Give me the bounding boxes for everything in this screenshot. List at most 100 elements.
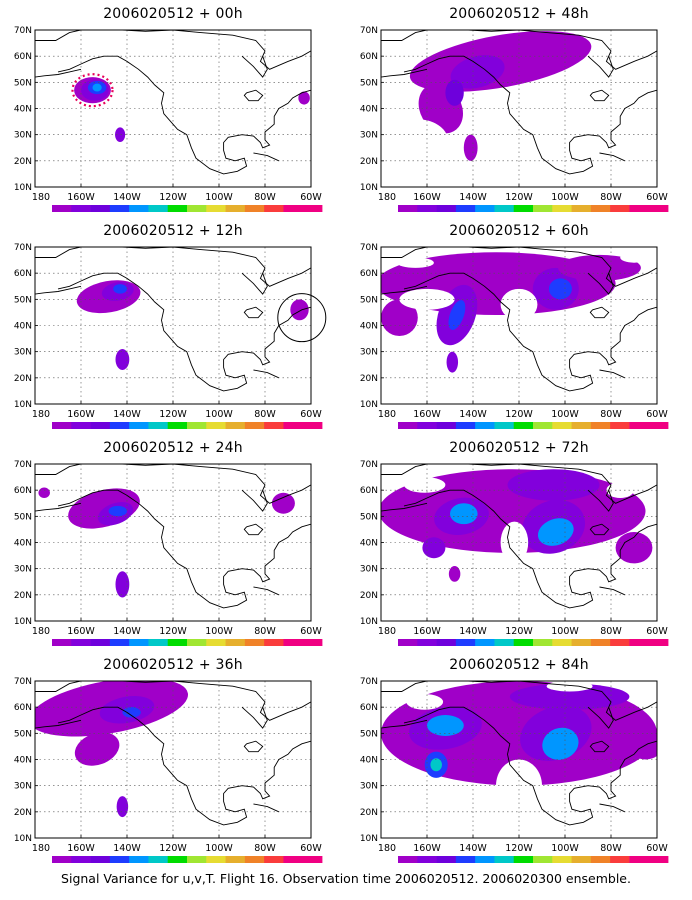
map-48h: 10N 20N 30N 40N 50N 60N 70N 180 160W 140W 120W 100W… bbox=[360, 26, 669, 215]
lon-label: 60W bbox=[300, 409, 322, 420]
colorbar-label: 6.3 bbox=[508, 865, 519, 866]
panel-title: 2006020512 + 24h bbox=[103, 440, 243, 456]
colorbar-swatch bbox=[629, 639, 650, 646]
variance-contour bbox=[450, 55, 505, 89]
lon-label: 120W bbox=[505, 409, 533, 420]
variance-contour bbox=[507, 469, 600, 501]
lat-label: 30N bbox=[14, 782, 32, 792]
panel-title: 2006020512 + 36h bbox=[103, 657, 243, 673]
colorbar-swatch bbox=[187, 422, 207, 429]
lon-label: 60W bbox=[300, 843, 322, 854]
lon-label: 60W bbox=[300, 626, 322, 637]
lat-label: 70N bbox=[14, 26, 32, 36]
colorbar-label: 6.3 bbox=[162, 648, 173, 649]
variance-contour bbox=[537, 518, 574, 546]
lat-label: 50N bbox=[14, 78, 32, 88]
colorbar-swatch bbox=[283, 205, 304, 212]
colorbar-label: 11 bbox=[567, 648, 576, 649]
lon-label: 180 bbox=[378, 626, 396, 637]
colorbar-swatch bbox=[129, 639, 149, 646]
colorbar-label: 7.5 bbox=[181, 865, 192, 866]
variance-contour bbox=[74, 732, 120, 766]
lat-label: 30N bbox=[14, 565, 32, 575]
coastline bbox=[589, 523, 610, 536]
lat-label: 40N bbox=[14, 105, 32, 115]
colorbar-label: 3.1 bbox=[450, 648, 461, 649]
lat-label: 40N bbox=[360, 539, 378, 549]
variance-contour bbox=[38, 487, 50, 499]
colorbar-swatch bbox=[398, 205, 418, 212]
colorbar-swatch bbox=[610, 422, 630, 429]
variance-contour bbox=[113, 284, 127, 294]
colorbar-swatch bbox=[436, 639, 457, 646]
lon-label: 180 bbox=[378, 409, 396, 420]
lat-label: 20N bbox=[14, 808, 32, 818]
lon-label: 160W bbox=[413, 409, 441, 420]
coastline bbox=[57, 55, 311, 175]
colorbar-label: 29 bbox=[279, 865, 288, 866]
colorbar-label: 14 bbox=[240, 431, 249, 432]
lon-label: 80W bbox=[254, 626, 276, 637]
lon-label: 100W bbox=[205, 192, 233, 203]
colorbar-label: 40 bbox=[644, 648, 653, 649]
colorbar-swatch bbox=[629, 205, 650, 212]
colorbar-label: 5.1 bbox=[489, 648, 500, 649]
coastline bbox=[35, 719, 82, 729]
lon-label: 100W bbox=[551, 626, 579, 637]
lon-label: 80W bbox=[600, 626, 622, 637]
variance-contour bbox=[558, 254, 641, 282]
colorbar-swatch bbox=[571, 422, 592, 429]
coastline bbox=[589, 740, 610, 753]
lat-label: 50N bbox=[14, 729, 32, 739]
colorbar-label: 4 bbox=[127, 648, 132, 649]
colorbar-label: 5.1 bbox=[143, 431, 154, 432]
lat-label: 20N bbox=[360, 157, 378, 167]
clear-area bbox=[383, 118, 448, 161]
colorbar-swatch bbox=[71, 856, 91, 863]
colorbar-label: 2.2 bbox=[85, 648, 96, 649]
coastline bbox=[253, 369, 279, 379]
colorbar-swatch bbox=[455, 639, 476, 646]
colorbar-swatch bbox=[648, 205, 669, 212]
colorbar-label: 29 bbox=[625, 431, 634, 432]
colorbar-swatch bbox=[455, 856, 476, 863]
lat-label: 40N bbox=[14, 539, 32, 549]
map-00h: 10N 20N 30N 40N 50N 60N 70N 180 160W 140W 120W 100W… bbox=[14, 26, 323, 215]
lat-label: 70N bbox=[360, 26, 378, 36]
colorbar-swatch bbox=[129, 856, 149, 863]
map-60h: 10N 20N 30N 40N 50N 60N 70N 180 160W 140W 120W 100W… bbox=[360, 243, 669, 432]
coastline bbox=[403, 272, 657, 392]
coastline bbox=[381, 68, 428, 78]
colorbar-swatch bbox=[71, 422, 91, 429]
lat-label: 60N bbox=[360, 52, 378, 62]
lon-label: 160W bbox=[67, 409, 95, 420]
lat-label: 20N bbox=[360, 808, 378, 818]
colorbar-swatch bbox=[475, 205, 495, 212]
colorbar-swatch bbox=[436, 856, 457, 863]
coastline bbox=[599, 803, 625, 813]
colorbar-label: 29 bbox=[625, 214, 634, 215]
colorbar-swatch bbox=[610, 205, 630, 212]
colorbar-swatch bbox=[513, 856, 534, 863]
colorbar-label: 40 bbox=[644, 431, 653, 432]
colorbar-swatch bbox=[590, 205, 611, 212]
map-36h: 10N 20N 30N 40N 50N 60N 70N 180 160W 140W 120W 100W… bbox=[14, 677, 323, 866]
colorbar-swatch bbox=[533, 639, 553, 646]
coastline bbox=[35, 285, 82, 295]
lat-label: 30N bbox=[14, 131, 32, 141]
lon-label: 140W bbox=[113, 409, 141, 420]
lon-label: 160W bbox=[413, 626, 441, 637]
colorbar-label: 2.2 bbox=[85, 431, 96, 432]
lon-label: 100W bbox=[205, 626, 233, 637]
colorbar-swatch bbox=[417, 639, 437, 646]
lat-label: 60N bbox=[360, 269, 378, 279]
panel-title: 2006020512 + 48h bbox=[449, 6, 589, 22]
colorbar-swatch bbox=[148, 639, 169, 646]
colorbar-label: 4 bbox=[127, 214, 132, 215]
colorbar-label: 40 bbox=[298, 431, 307, 432]
coastline bbox=[381, 285, 428, 295]
colorbar-label: 9 bbox=[204, 865, 208, 866]
panel-title: 2006020512 + 72h bbox=[449, 440, 589, 456]
lat-label: 50N bbox=[14, 512, 32, 522]
colorbar-label: 2.2 bbox=[431, 214, 442, 215]
